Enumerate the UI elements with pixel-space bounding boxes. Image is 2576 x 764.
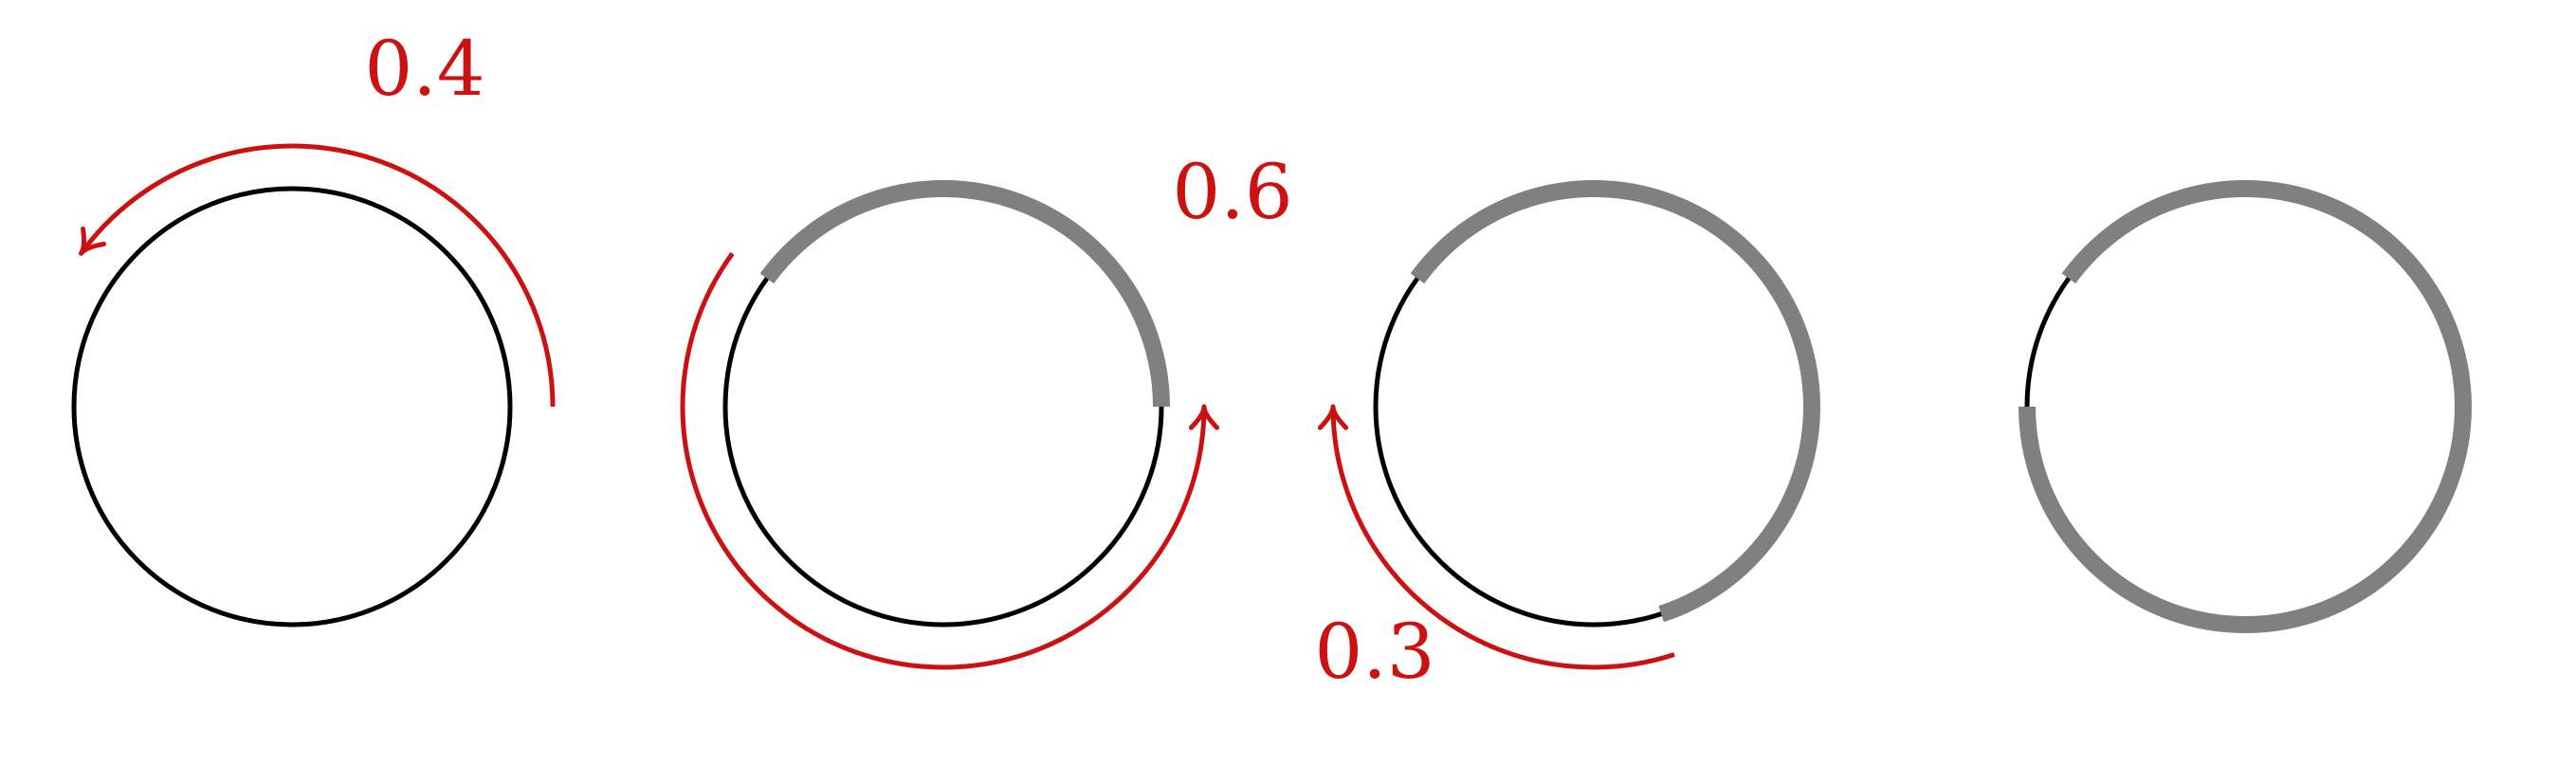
panel-2: 0.6 xyxy=(680,148,1293,670)
panel-1: 0.4 xyxy=(71,25,556,628)
arrow-head xyxy=(1317,404,1349,430)
move-arrow xyxy=(79,143,556,408)
arc-length-label: 0.4 xyxy=(364,25,484,113)
arrow-head xyxy=(1188,404,1220,430)
arc-length-label: 0.6 xyxy=(1172,148,1292,236)
base-circle xyxy=(71,186,513,628)
arc-length-label: 0.3 xyxy=(1314,608,1434,696)
covered-arc xyxy=(1410,180,1820,408)
move-arrow xyxy=(680,251,1207,670)
covered-arc xyxy=(1658,406,1820,623)
covered-arc xyxy=(2061,180,2472,408)
panel-3: 0.3 xyxy=(1314,180,1820,696)
covered-arc xyxy=(2019,406,2472,633)
covered-arc xyxy=(759,180,1170,408)
panel-4 xyxy=(2019,180,2472,633)
arrow-head xyxy=(79,226,107,256)
move-arrow xyxy=(1330,406,1675,670)
